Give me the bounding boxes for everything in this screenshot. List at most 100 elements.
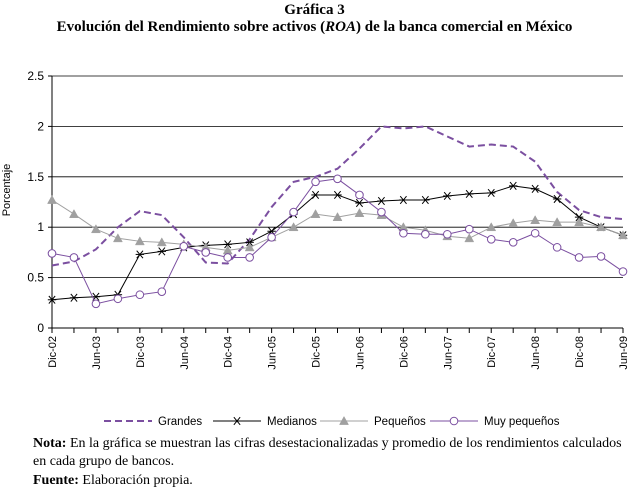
series-pequenos-point-marker bbox=[486, 222, 497, 232]
y-axis-label: Porcentaje bbox=[1, 164, 13, 217]
series-muy-pequenos-point-marker bbox=[530, 228, 540, 238]
series-medianos-point-marker-d2 bbox=[553, 194, 561, 204]
y-tick-label: 0 bbox=[37, 321, 44, 335]
series-muy-pequenos-point-marker bbox=[574, 253, 584, 262]
y-tick-label: 2 bbox=[37, 119, 44, 133]
series-pequenos-point-marker bbox=[90, 224, 101, 234]
series-muy-pequenos-point-marker bbox=[618, 267, 628, 276]
legend-medianos-label: Medianos bbox=[267, 416, 317, 428]
series-muy-pequenos-point-marker bbox=[289, 207, 298, 217]
series-muy-pequenos-point-marker bbox=[355, 190, 364, 200]
series-medianos-point-marker-d2 bbox=[443, 191, 451, 201]
series-pequenos-point-marker bbox=[156, 237, 167, 247]
x-tick-label: Dic-08 bbox=[574, 336, 586, 368]
series-muy-pequenos-point-marker bbox=[135, 290, 145, 300]
x-tick-label: Jun-05 bbox=[267, 336, 279, 370]
series-medianos-point-marker-d2 bbox=[377, 196, 385, 206]
x-tick-label: Jun-07 bbox=[442, 336, 454, 370]
series-pequenos-point-marker bbox=[244, 242, 255, 252]
source-text: Elaboración propia. bbox=[78, 473, 193, 488]
series-muy-pequenos-point-marker bbox=[69, 253, 79, 262]
series-pequenos-point-marker bbox=[618, 230, 628, 240]
chart-title-part-2: ) de la banca comercial en México bbox=[355, 19, 573, 35]
series-pequenos-point-marker bbox=[134, 236, 145, 246]
series-medianos-point-marker-d2 bbox=[575, 213, 583, 222]
series-medianos-point-marker-d2 bbox=[312, 190, 320, 200]
series-muy-pequenos-point-marker bbox=[377, 207, 386, 217]
series-medianos-point-marker-d2 bbox=[224, 240, 232, 249]
series-pequenos-point-marker bbox=[112, 233, 123, 243]
chart-title: Evolución del Rendimiento sobre activos … bbox=[0, 19, 629, 36]
series-muy-pequenos-point-marker bbox=[464, 224, 474, 234]
x-tick-label: Jun-09 bbox=[618, 336, 629, 370]
series-muy-pequenos-point-marker bbox=[245, 253, 254, 262]
series-muy-pequenos-point-marker bbox=[179, 242, 189, 251]
series-medianos-point-marker-d2 bbox=[246, 238, 254, 247]
series-medianos-point-marker-d2 bbox=[465, 189, 473, 199]
series-medianos-point-marker-d2 bbox=[48, 295, 56, 304]
series-muy-pequenos-point-marker bbox=[47, 249, 57, 258]
series-pequenos-point-marker bbox=[47, 194, 57, 204]
x-tick-label: Jun-04 bbox=[179, 336, 191, 370]
series-medianos-point-marker-d2 bbox=[531, 184, 539, 193]
y-tick-label: 1.5 bbox=[27, 170, 44, 184]
chart-title-part-1: Evolución del Rendimiento sobre activos … bbox=[56, 19, 326, 35]
y-tick-label: 1 bbox=[37, 220, 44, 234]
series-medianos-point-marker-d2 bbox=[136, 250, 144, 259]
series-muy-pequenos-point-marker bbox=[311, 177, 320, 187]
series-muy-pequenos-point-marker bbox=[552, 243, 562, 252]
series-medianos-point-marker-d2 bbox=[355, 198, 363, 208]
legend-muy-pequenos-label: Muy pequeños bbox=[484, 416, 560, 428]
series-medianos-point-marker-d2 bbox=[70, 293, 78, 302]
series-pequenos-point-marker bbox=[596, 222, 606, 232]
series-muy-pequenos-point-marker bbox=[421, 229, 430, 239]
series-pequenos-point-marker bbox=[530, 215, 541, 224]
series-pequenos-point-marker bbox=[310, 209, 321, 218]
series-muy-pequenos-point-marker bbox=[113, 294, 123, 304]
x-tick-label: Jun-03 bbox=[91, 336, 103, 370]
series-muy-pequenos-point-marker bbox=[267, 232, 276, 242]
x-tick-label: Dic-02 bbox=[47, 336, 59, 368]
x-tick-label: Dic-06 bbox=[398, 336, 410, 368]
series-muy-pequenos-point-marker bbox=[486, 234, 496, 244]
roa-line-chart: 0 0.5 1 1.5 2 2.5 Dic-02 Jun-03 Dic-03 Jun-04 Dic-… bbox=[1, 69, 629, 428]
legend-pequenos-swatch-marker bbox=[339, 415, 349, 425]
series-pequenos-point-marker bbox=[508, 218, 519, 228]
series-medianos-point-marker-d2 bbox=[333, 190, 342, 200]
series-muy-pequenos-point-marker bbox=[201, 248, 211, 257]
series-muy-pequenos-point-marker bbox=[333, 174, 342, 184]
series-pequenos-point-marker bbox=[552, 217, 563, 227]
series-muy-pequenos-point-marker bbox=[91, 299, 101, 309]
x-tick-label: Jun-06 bbox=[354, 336, 366, 370]
series-pequenos-point-marker bbox=[332, 212, 343, 221]
figure-number: Gráfica 3 bbox=[284, 2, 345, 18]
series-medianos-point-marker-d2 bbox=[158, 247, 166, 256]
series-medianos-point-marker-d2 bbox=[509, 181, 517, 190]
legend-muy-pequenos-swatch-marker bbox=[449, 416, 459, 426]
x-tick-label: Dic-04 bbox=[223, 336, 235, 368]
series-medianos-point-marker-d2 bbox=[399, 195, 407, 205]
series-grandes-line bbox=[51, 125, 624, 267]
x-tick-label: Dic-05 bbox=[311, 336, 323, 368]
series-pequenos-point-marker bbox=[464, 233, 475, 243]
series-muy-pequenos-point-marker bbox=[223, 253, 232, 262]
series-medianos-point-marker-d2 bbox=[421, 195, 429, 205]
y-tick-label: 0.5 bbox=[27, 271, 44, 285]
chart-note: Nota: En la gráfica se muestran las cifr… bbox=[33, 435, 623, 471]
series-muy-pequenos-point-marker bbox=[399, 228, 408, 238]
series-muy-pequenos-point-marker bbox=[508, 238, 518, 247]
y-tick-label: 2.5 bbox=[27, 69, 44, 83]
x-tick-label: Jun-08 bbox=[530, 336, 542, 370]
series-muy-pequenos-point-marker bbox=[596, 252, 606, 261]
chart-title-roa: ROA bbox=[325, 19, 356, 35]
series-pequenos-point-marker bbox=[69, 209, 79, 218]
series-muy-pequenos-point-marker bbox=[443, 229, 452, 239]
chart-source: Fuente: Elaboración propia. bbox=[33, 473, 193, 489]
series-pequenos-point-marker bbox=[574, 217, 585, 227]
note-text: En la gráfica se muestran las cifras des… bbox=[33, 436, 622, 469]
series-medianos-point-marker-d2 bbox=[487, 188, 495, 198]
source-label: Fuente: bbox=[33, 473, 79, 488]
legend-pequenos-label: Pequeños bbox=[374, 416, 426, 428]
x-tick-label: Dic-07 bbox=[486, 336, 498, 368]
legend-medianos-swatch-marker-d2 bbox=[233, 416, 241, 426]
